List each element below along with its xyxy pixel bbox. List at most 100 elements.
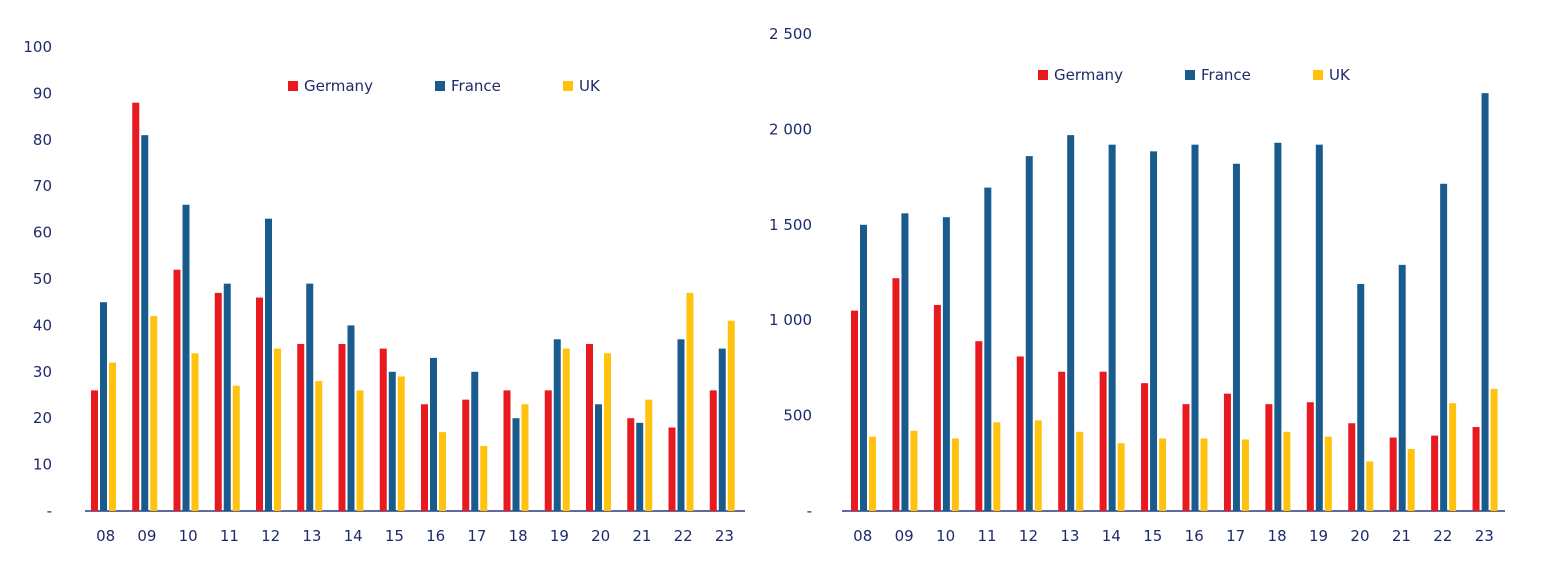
bar-germany-15 [379,348,387,511]
bar-germany-17 [1223,393,1231,511]
bar-uk-09 [910,430,918,511]
bar-uk-18 [1283,431,1291,511]
y-tick-label: 2 500 [769,25,812,43]
y-tick-label: 500 [783,407,812,425]
bar-uk-13 [315,381,323,511]
legend-swatch-germany [1038,70,1048,80]
bar-germany-22 [1431,435,1439,511]
bar-uk-10 [191,353,199,511]
bar-germany-22 [668,427,676,511]
bar-uk-15 [397,376,405,511]
legend-label-uk: UK [1329,66,1351,84]
bar-germany-18 [503,390,511,511]
y-tick-label: 60 [33,224,52,242]
x-tick-label: 11 [220,527,239,545]
bar-germany-16 [1182,404,1190,511]
bar-france-10 [182,204,190,511]
x-tick-label: 16 [426,527,445,545]
bar-germany-20 [1348,423,1356,511]
bar-france-11 [984,187,992,511]
x-tick-label: 17 [467,527,486,545]
bar-uk-13 [1076,431,1084,511]
bar-france-22 [677,339,685,511]
bar-france-14 [347,325,355,511]
x-tick-label: 19 [1309,527,1328,545]
bar-germany-20 [586,343,593,511]
bar-germany-23 [1472,427,1480,511]
bar-germany-14 [338,343,346,511]
y-tick-label: 50 [33,270,52,288]
x-tick-label: 20 [1350,527,1369,545]
legend-swatch-uk [1313,70,1323,80]
bar-uk-14 [356,390,364,511]
bar-germany-09 [892,278,900,511]
bar-uk-08 [109,362,116,511]
bar-france-12 [1025,156,1033,511]
bar-uk-08 [869,436,876,511]
bar-uk-16 [1200,438,1208,511]
y-tick-label: 10 [33,456,52,474]
bar-uk-17 [1241,439,1249,511]
legend-swatch-france [435,81,445,91]
bar-france-16 [1191,144,1199,511]
bar-france-08 [860,224,867,512]
bar-germany-08 [851,310,858,511]
bar-france-14 [1108,144,1116,511]
bar-uk-12 [274,348,281,511]
bar-germany-11 [975,341,983,511]
bar-france-18 [1274,142,1282,512]
bar-uk-20 [1366,461,1374,511]
x-tick-label: 18 [1268,527,1287,545]
bar-france-18 [512,418,520,511]
x-tick-label: 12 [1019,527,1038,545]
bar-france-09 [901,213,909,512]
bar-germany-10 [933,304,941,511]
y-tick-label: 90 [33,84,52,102]
x-tick-label: 12 [261,527,280,545]
bar-uk-19 [562,348,570,511]
bar-uk-20 [604,353,611,511]
bar-germany-13 [297,343,305,511]
bar-germany-19 [1306,402,1314,511]
x-tick-label: 09 [137,527,156,545]
bar-france-19 [1315,144,1323,511]
bar-uk-21 [1407,448,1415,511]
bar-france-12 [265,218,272,511]
x-tick-label: 16 [1185,527,1204,545]
bar-germany-08 [91,390,98,511]
bar-france-13 [306,283,314,511]
bar-france-17 [1232,163,1240,511]
bar-germany-18 [1265,404,1273,511]
y-tick-label: - [807,502,812,520]
bar-france-15 [388,371,396,511]
bar-germany-21 [627,418,635,511]
x-tick-label: 15 [385,527,404,545]
bar-germany-12 [256,297,263,511]
y-tick-label: 40 [33,316,52,334]
x-tick-label: 11 [977,527,996,545]
bar-germany-19 [544,390,552,511]
bar-uk-18 [521,404,529,511]
legend-swatch-uk [563,81,573,91]
x-tick-label: 14 [1102,527,1121,545]
bar-uk-09 [150,316,158,511]
x-tick-label: 21 [632,527,651,545]
y-tick-label: 1 500 [769,216,812,234]
y-tick-label: 1 000 [769,311,812,329]
bar-france-23 [1481,93,1489,511]
bar-uk-21 [645,399,653,511]
x-tick-label: 22 [1433,527,1452,545]
bar-france-21 [1398,264,1406,511]
bar-germany-10 [173,269,181,511]
bar-france-22 [1440,183,1448,511]
legend-label-germany: Germany [1054,66,1123,84]
bar-germany-16 [421,404,428,511]
bar-germany-17 [462,399,470,511]
bar-uk-19 [1324,436,1332,511]
bar-france-19 [553,339,561,511]
bar-uk-17 [480,446,488,511]
x-tick-label: 09 [895,527,914,545]
x-tick-label: 15 [1143,527,1162,545]
x-tick-label: 08 [96,527,115,545]
